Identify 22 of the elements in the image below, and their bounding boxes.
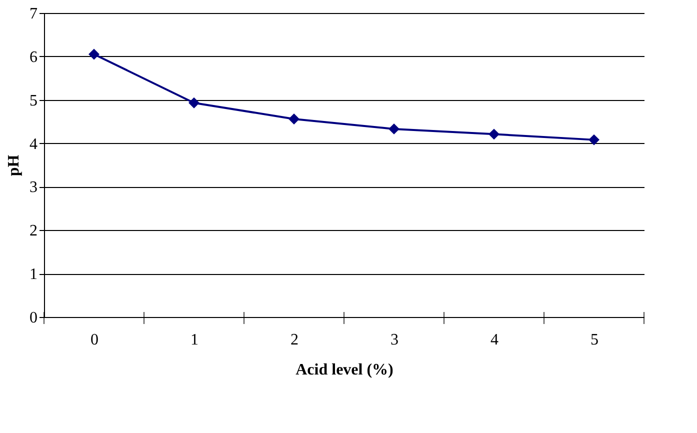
x-tick-label: 4 [490, 332, 498, 348]
point [588, 134, 600, 146]
point [88, 48, 100, 60]
x-tick-label: 0 [90, 332, 98, 348]
x-axis-title: Acid level (%) [296, 362, 394, 378]
point [188, 97, 200, 108]
y-tick-label: 5 [30, 92, 38, 110]
y-tick-label: 1 [30, 266, 38, 284]
x-tick-label: 2 [290, 332, 298, 348]
point [488, 128, 500, 140]
point [388, 123, 400, 134]
x-tick-label: 1 [190, 332, 198, 348]
y-tick-label: 7 [30, 6, 38, 22]
y-tick-label: 4 [30, 136, 38, 153]
y-axis-title: pH [6, 154, 22, 176]
y-tick-label: 0 [30, 310, 38, 326]
y-tick-label: 6 [30, 48, 38, 66]
y-tick-label: 2 [30, 222, 38, 240]
point [288, 113, 300, 124]
y-tick-label: 3 [30, 179, 38, 196]
x-tick-label: 5 [590, 332, 598, 348]
x-tick-label: 3 [390, 332, 398, 348]
